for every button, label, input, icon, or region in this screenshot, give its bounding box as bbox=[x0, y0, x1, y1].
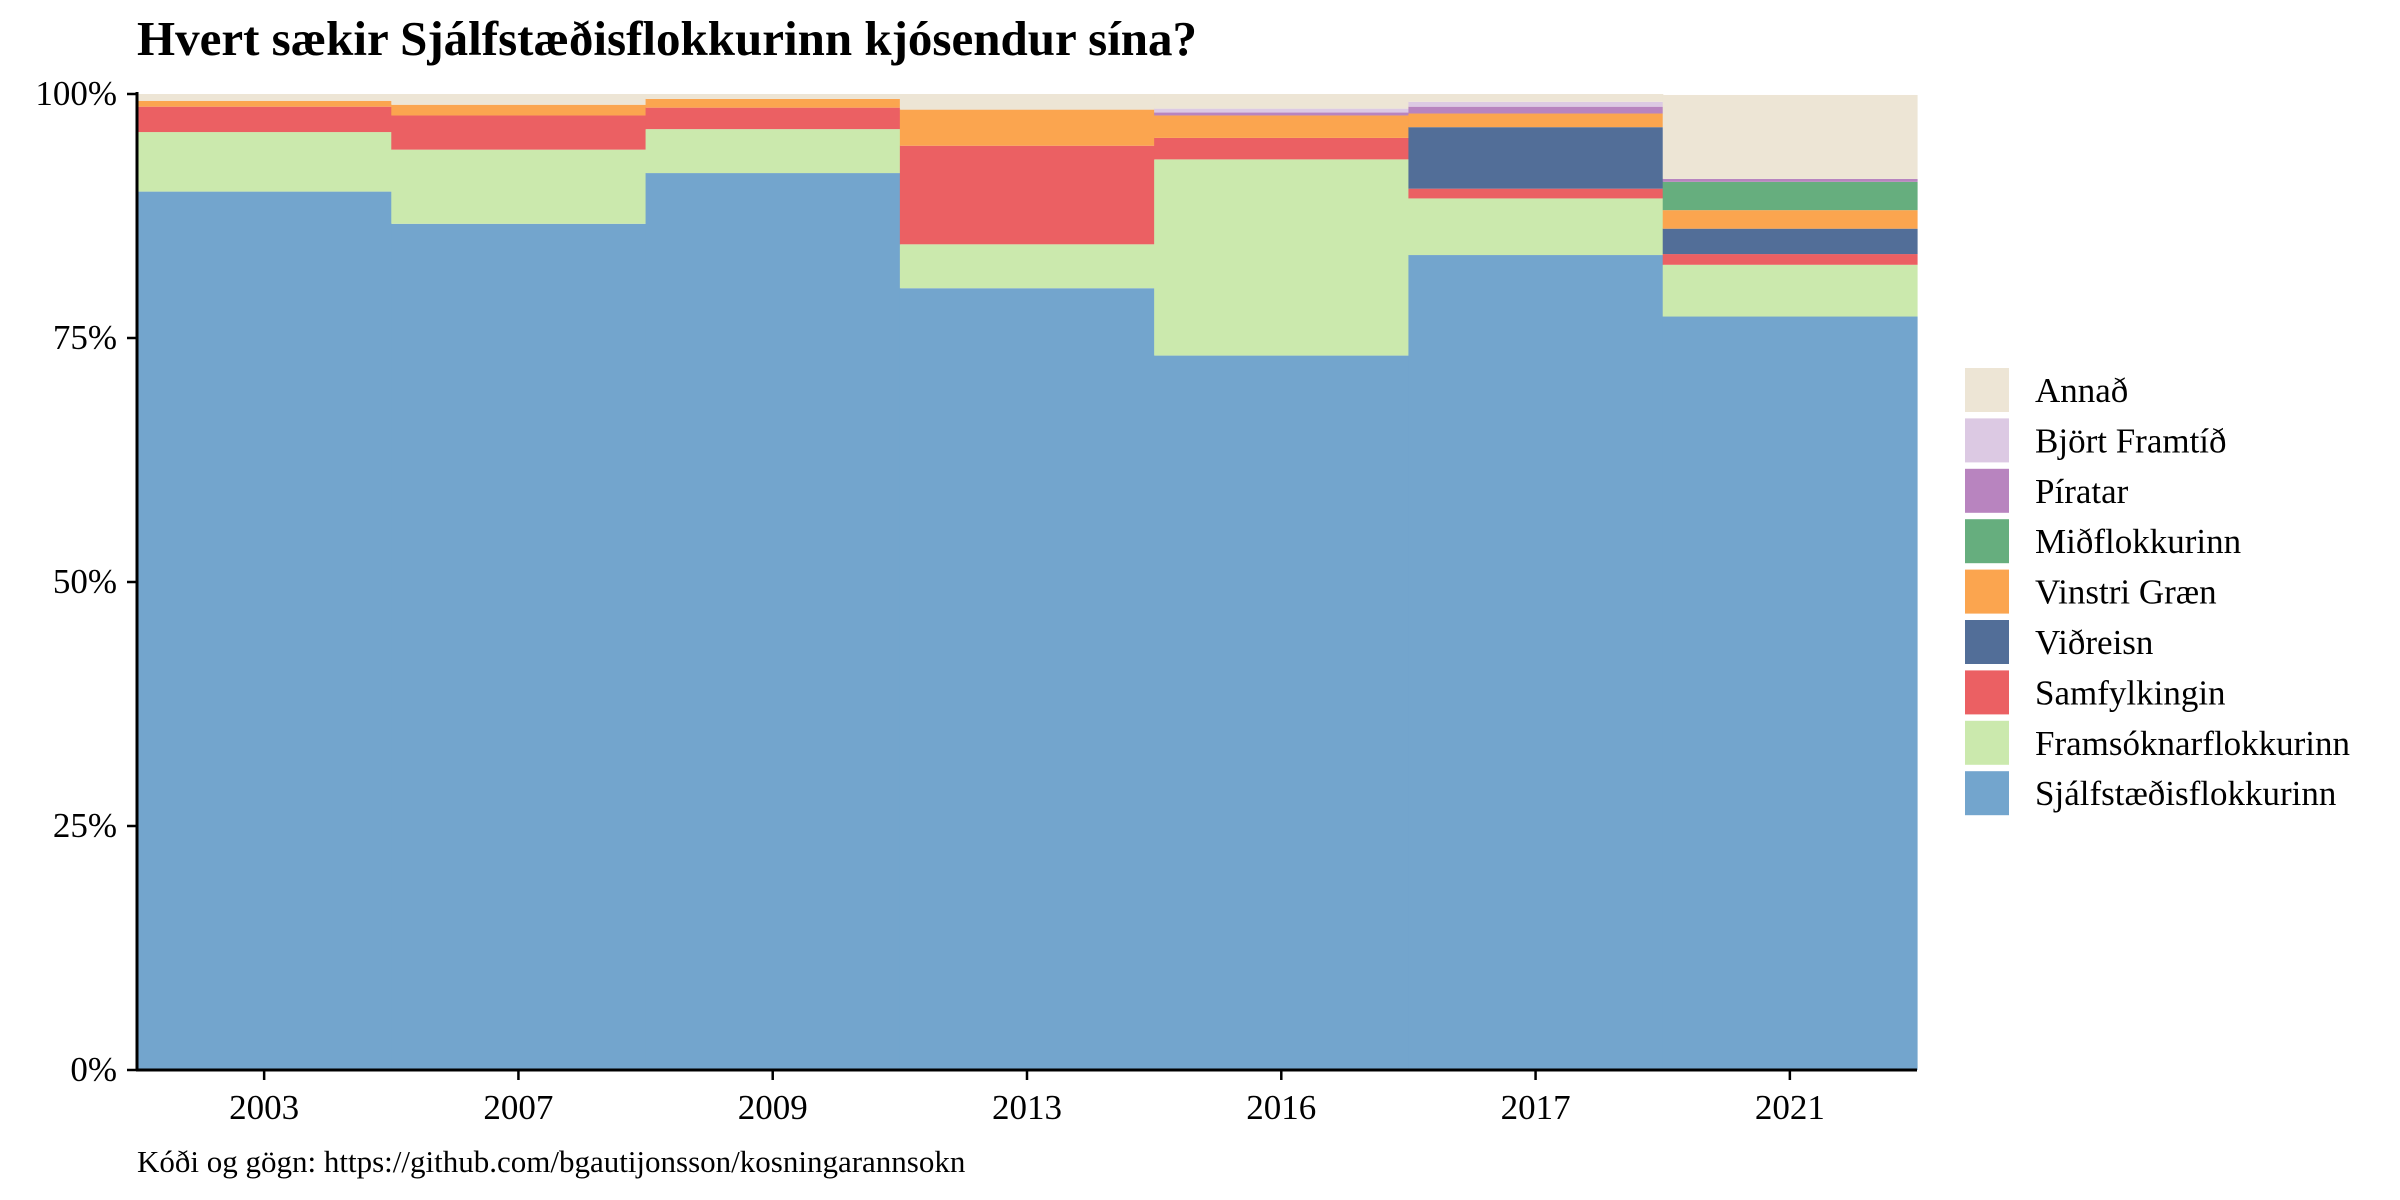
x-tick-label: 2017 bbox=[1501, 1088, 1571, 1127]
legend-label: Framsóknarflokkurinn bbox=[2035, 724, 2350, 763]
x-tick-label: 2021 bbox=[1755, 1088, 1825, 1127]
bar-segment-2017-7 bbox=[1408, 101, 1664, 107]
bar-segment-2003-8 bbox=[137, 94, 392, 101]
bar-segment-2003-4 bbox=[137, 100, 392, 107]
legend-key bbox=[1965, 468, 2009, 513]
bar-segment-2003-2 bbox=[137, 106, 392, 133]
chart-title: Hvert sækir Sjálfstæðisflokkurinn kjósen… bbox=[137, 11, 1197, 66]
bar-segment-2007-8 bbox=[391, 94, 647, 105]
legend-label: Annað bbox=[2035, 371, 2128, 410]
bar-segment-2017-0 bbox=[1408, 255, 1664, 1071]
bar-segment-2013-0 bbox=[899, 288, 1155, 1071]
bar-segment-2017-2 bbox=[1408, 188, 1664, 199]
bar-segment-2016-8 bbox=[1154, 94, 1410, 109]
legend-label: Samfylkingin bbox=[2035, 673, 2226, 712]
legend-key bbox=[1965, 418, 2009, 463]
bar-segment-2003-0 bbox=[137, 191, 392, 1071]
bar-segment-2009-0 bbox=[645, 173, 901, 1070]
legend-label: Sjálfstæðisflokkurinn bbox=[2035, 774, 2336, 813]
bar-segment-2007-4 bbox=[391, 104, 647, 116]
x-tick-label: 2003 bbox=[229, 1088, 299, 1127]
legend-key bbox=[1965, 771, 2009, 816]
bar-segment-2007-0 bbox=[391, 223, 647, 1070]
bar-segment-2021-3 bbox=[1662, 228, 1918, 255]
legend-label: Viðreisn bbox=[2035, 623, 2153, 662]
x-tick-label: 2013 bbox=[992, 1088, 1062, 1127]
bar-segment-2013-4 bbox=[899, 109, 1155, 146]
bar-segment-2017-8 bbox=[1408, 94, 1664, 102]
y-tick-label: 50% bbox=[53, 562, 117, 601]
bar-segment-2009-1 bbox=[645, 129, 901, 174]
bar-segment-2009-2 bbox=[645, 107, 901, 130]
legend-label: Vinstri Græn bbox=[2035, 573, 2217, 612]
legend-label: Björt Framtíð bbox=[2035, 421, 2227, 460]
legend: Annað Björt Framtíð Píratar Miðflokkurinn Vi… bbox=[1965, 368, 2350, 816]
y-tick-label: 25% bbox=[53, 806, 117, 845]
bar-segment-2017-4 bbox=[1408, 113, 1664, 128]
bar-segment-2021-0 bbox=[1662, 316, 1918, 1070]
bar-segment-2013-2 bbox=[899, 145, 1155, 245]
bar-segment-2017-6 bbox=[1408, 106, 1664, 114]
bar-segment-2021-1 bbox=[1662, 264, 1918, 317]
bar-segment-2009-4 bbox=[645, 98, 901, 108]
legend-label: Píratar bbox=[2035, 472, 2129, 511]
bar-segment-2016-0 bbox=[1154, 355, 1410, 1070]
legend-key bbox=[1965, 519, 2009, 564]
y-tick-label: 0% bbox=[70, 1050, 117, 1089]
bar-segment-2013-1 bbox=[899, 244, 1155, 289]
bar-segment-2016-4 bbox=[1154, 115, 1410, 138]
bar-segment-2013-8 bbox=[899, 94, 1155, 110]
bar-segment-2021-5 bbox=[1662, 181, 1918, 211]
bar-segment-2017-1 bbox=[1408, 198, 1664, 256]
x-tick-label: 2016 bbox=[1246, 1088, 1316, 1127]
bars-layer bbox=[137, 94, 1918, 1071]
x-tick-label: 2007 bbox=[483, 1088, 553, 1127]
legend-key bbox=[1965, 720, 2009, 765]
bar-segment-2003-1 bbox=[137, 132, 392, 192]
bar-segment-2021-4 bbox=[1662, 210, 1918, 229]
bar-segment-2009-8 bbox=[645, 94, 901, 99]
legend-key bbox=[1965, 670, 2009, 715]
y-tick-label: 75% bbox=[53, 318, 117, 357]
axes-layer: 0% 25% 50% 75% 100% 2003 2007 2009 2013 2016 2017 2… bbox=[35, 74, 1917, 1127]
legend-key bbox=[1965, 569, 2009, 614]
bar-segment-2016-6 bbox=[1154, 112, 1410, 116]
bar-segment-2016-2 bbox=[1154, 137, 1410, 160]
legend-label: Miðflokkurinn bbox=[2035, 522, 2241, 561]
x-tick-label: 2009 bbox=[738, 1088, 808, 1127]
bar-segment-2021-8 bbox=[1662, 94, 1918, 179]
bar-segment-2021-2 bbox=[1662, 254, 1918, 265]
bar-segment-2007-2 bbox=[391, 115, 647, 150]
bar-segment-2016-7 bbox=[1154, 108, 1410, 113]
bar-segment-2007-1 bbox=[391, 149, 647, 224]
legend-key bbox=[1965, 368, 2009, 412]
bar-segment-2021-6 bbox=[1662, 178, 1918, 182]
bar-segment-2016-1 bbox=[1154, 159, 1410, 356]
y-tick-label: 100% bbox=[35, 74, 117, 113]
chart-caption: Kóði og gögn: https://github.com/bgautij… bbox=[137, 1144, 966, 1179]
legend-key bbox=[1965, 620, 2009, 664]
bar-segment-2017-3 bbox=[1408, 127, 1664, 189]
